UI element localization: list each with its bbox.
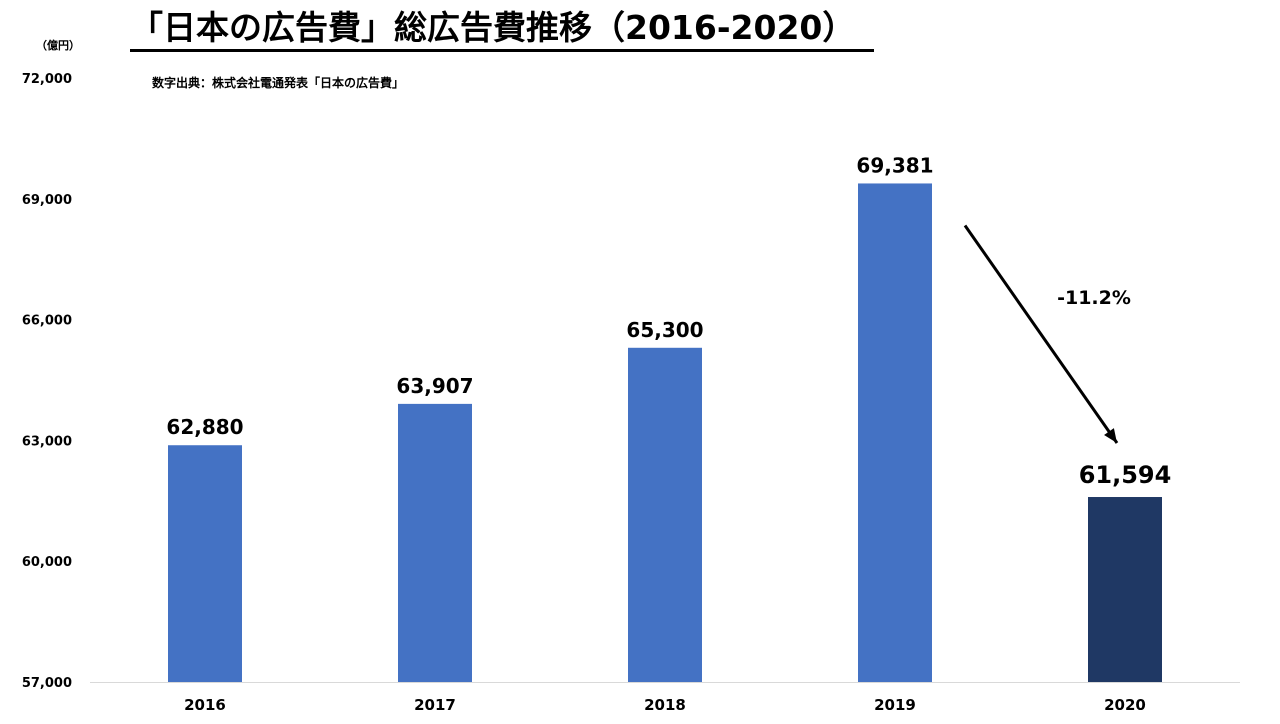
x-tick-label: 2018 [644, 696, 686, 714]
y-tick-label: 57,000 [22, 676, 72, 691]
bar [398, 403, 472, 682]
y-tick-label: 60,000 [22, 555, 72, 570]
x-tick-label: 2017 [414, 696, 456, 714]
annotation-label: -11.2% [1057, 287, 1131, 309]
x-tick-label: 2019 [874, 696, 916, 714]
chart-title: 「日本の広告費」総広告費推移（2016-2020） [130, 8, 856, 47]
y-tick-label: 66,000 [22, 314, 72, 329]
y-tick-label: 63,000 [22, 434, 72, 449]
data-label: 61,594 [1079, 461, 1172, 489]
data-label: 62,880 [166, 415, 243, 439]
bar [1088, 497, 1162, 682]
annotation-arrow-line [963, 224, 1119, 444]
x-tick-label: 2016 [184, 696, 226, 714]
bar [628, 347, 702, 682]
data-label: 69,381 [856, 153, 933, 177]
y-tick-label: 69,000 [22, 193, 72, 208]
bar [168, 445, 242, 682]
annotation-arrow-head [1104, 428, 1117, 444]
y-axis-unit-label: （億円） [36, 39, 80, 52]
x-tick-label: 2020 [1104, 696, 1146, 714]
source-note: 数字出典：株式会社電通発表「日本の広告費」 [152, 76, 405, 90]
title-underline [130, 49, 874, 52]
data-label: 63,907 [396, 374, 473, 398]
y-tick-label: 72,000 [22, 72, 72, 87]
bar [858, 183, 932, 682]
data-label: 65,300 [626, 318, 703, 342]
